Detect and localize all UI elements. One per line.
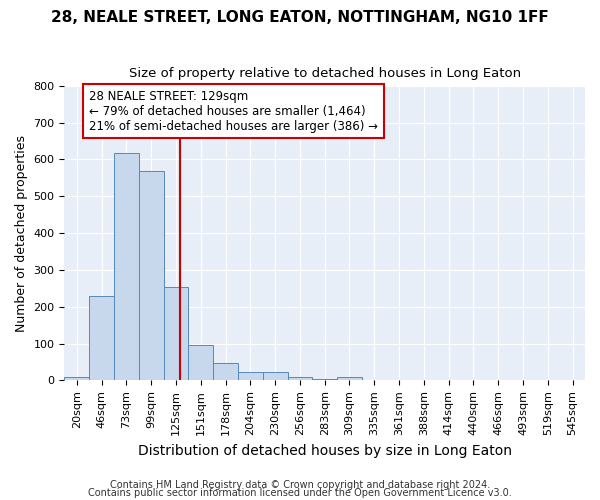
Text: Contains HM Land Registry data © Crown copyright and database right 2024.: Contains HM Land Registry data © Crown c… [110, 480, 490, 490]
Title: Size of property relative to detached houses in Long Eaton: Size of property relative to detached ho… [128, 68, 521, 80]
Bar [114, 153, 139, 380]
Bar [64, 377, 89, 380]
Bar [188, 346, 213, 380]
Bar [89, 296, 114, 380]
Y-axis label: Number of detached properties: Number of detached properties [15, 134, 28, 332]
Bar [213, 363, 238, 380]
Text: 28 NEALE STREET: 129sqm
← 79% of detached houses are smaller (1,464)
21% of semi: 28 NEALE STREET: 129sqm ← 79% of detache… [89, 90, 378, 132]
X-axis label: Distribution of detached houses by size in Long Eaton: Distribution of detached houses by size … [138, 444, 512, 458]
Bar [287, 377, 313, 380]
Text: 28, NEALE STREET, LONG EATON, NOTTINGHAM, NG10 1FF: 28, NEALE STREET, LONG EATON, NOTTINGHAM… [51, 10, 549, 25]
Bar [337, 377, 362, 380]
Bar [313, 378, 337, 380]
Bar [164, 286, 188, 380]
Bar [263, 372, 287, 380]
Bar [238, 372, 263, 380]
Bar [139, 172, 164, 380]
Text: Contains public sector information licensed under the Open Government Licence v3: Contains public sector information licen… [88, 488, 512, 498]
